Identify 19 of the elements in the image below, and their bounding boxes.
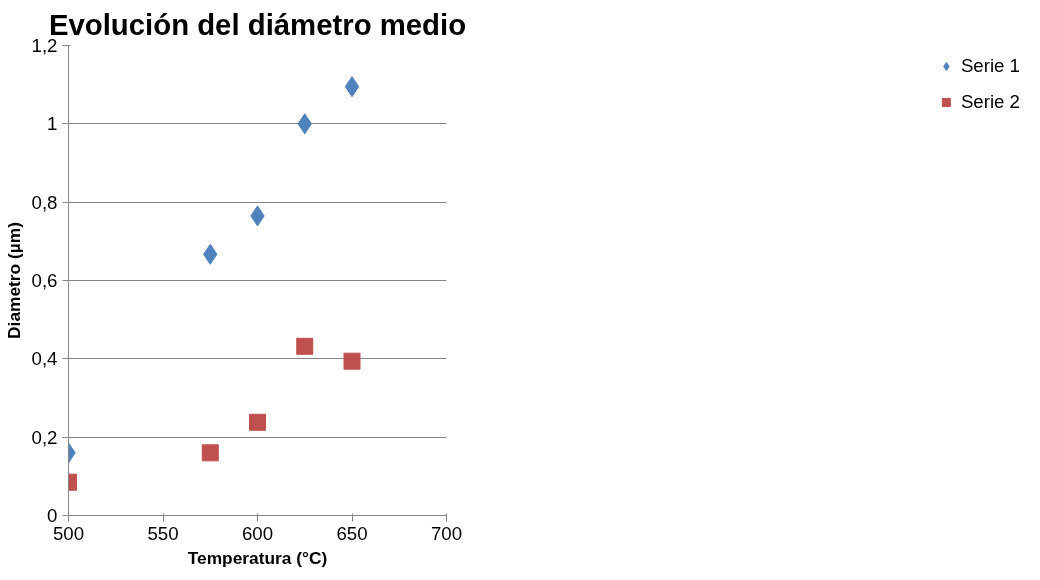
x-tick-label: 600 — [241, 522, 274, 544]
x-tick-label: 650 — [336, 522, 368, 544]
x-tick-label: 700 — [430, 522, 463, 544]
y-tick-label: 1,2 — [31, 35, 58, 56]
point — [296, 337, 314, 355]
y-tick-label: 0,4 — [31, 348, 58, 370]
legend-label: Serie 1 — [960, 55, 1020, 77]
x-axis-title: Temperatura (°C) — [187, 547, 328, 568]
y-axis-title: Diametro (µm) — [3, 222, 24, 339]
y-tick-label: 1 — [47, 113, 58, 135]
point — [249, 413, 266, 431]
legend-label: Serie 2 — [960, 91, 1020, 113]
y-tick-label: 0,2 — [31, 426, 58, 448]
point — [344, 76, 360, 98]
point — [343, 352, 361, 370]
x-tick-label: 550 — [147, 522, 179, 544]
y-tick-label: 0,8 — [31, 191, 58, 213]
point — [201, 444, 219, 462]
y-tick-label: 0,6 — [31, 270, 58, 291]
